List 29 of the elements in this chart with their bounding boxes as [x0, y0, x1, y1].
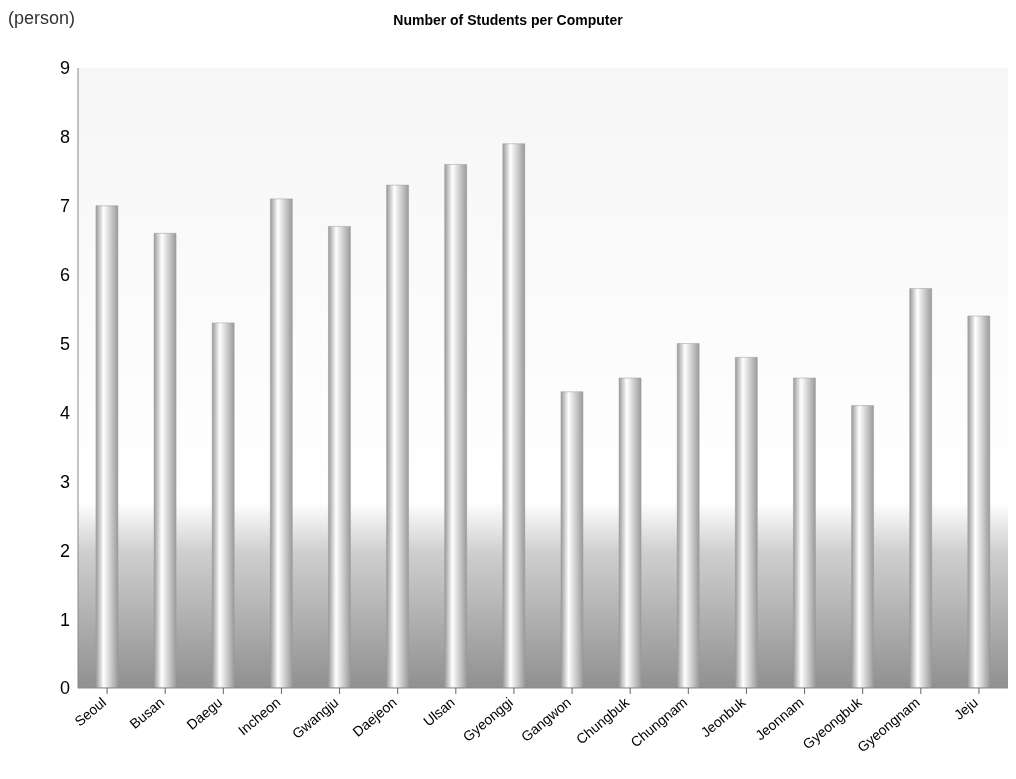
y-tick-label: 3 — [59, 471, 70, 492]
y-tick-label: 8 — [59, 127, 70, 148]
y-tick-label: 7 — [59, 196, 70, 217]
y-tick-label: 9 — [59, 58, 70, 79]
bar — [95, 205, 119, 688]
bar — [502, 143, 526, 688]
y-tick-label: 2 — [59, 540, 70, 561]
bar — [735, 357, 758, 688]
bar — [270, 198, 293, 688]
x-tick-label: Jeju — [950, 694, 981, 723]
bar — [851, 405, 874, 688]
bar — [676, 343, 700, 688]
bar — [618, 377, 642, 688]
bar — [211, 322, 235, 688]
bar — [153, 233, 177, 688]
bar — [793, 377, 816, 688]
y-tick-label: 5 — [59, 333, 70, 354]
bar — [560, 391, 584, 688]
bar — [909, 288, 932, 688]
bar — [386, 184, 409, 688]
chart-title: Number of Students per Computer — [393, 12, 623, 28]
y-tick-label: 1 — [59, 609, 70, 630]
bar — [967, 315, 991, 688]
bar — [328, 226, 351, 688]
y-tick-label: 6 — [59, 265, 70, 286]
bar — [444, 164, 467, 688]
y-axis-title: (person) — [8, 8, 76, 29]
y-tick-label: 0 — [59, 678, 70, 699]
y-tick-label: 4 — [59, 402, 70, 423]
